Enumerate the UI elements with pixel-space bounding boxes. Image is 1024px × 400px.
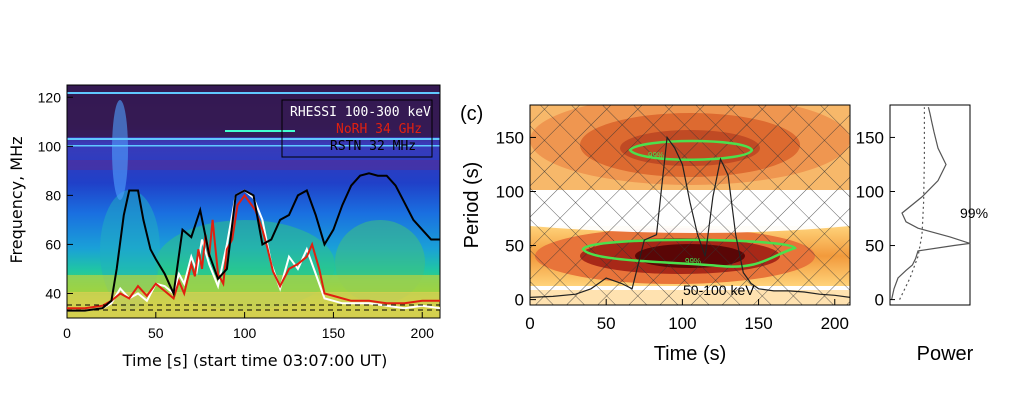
energy-band-label: 50-100 keV [683, 282, 755, 298]
legend-entry: RSTN 32 MHz [330, 139, 416, 154]
contour-99-upper [628, 139, 754, 161]
y-tick-label: 100 [38, 138, 62, 154]
right-panel: 0 50 100 150 99% Power [856, 104, 988, 365]
lightcurve-line [530, 135, 850, 298]
left-series [67, 172, 440, 312]
x-tick-label: 0 [63, 325, 71, 341]
y-tick-label: 50 [505, 237, 524, 256]
x-tick-label: 200 [411, 325, 435, 341]
y-tick-label: 50 [865, 237, 884, 256]
series-line [67, 189, 440, 312]
right-series [891, 107, 971, 300]
x-axis-label: Time [s] (start time 03:07:00 UT) [122, 351, 388, 370]
y-tick-label: 100 [496, 182, 524, 201]
legend-entry: NoRH 34 GHz [336, 122, 422, 137]
x-tick-label: 50 [148, 325, 164, 341]
y-tick-label: 0 [515, 291, 524, 310]
x-tick-label: 50 [597, 314, 616, 333]
x-axis-label: Time (s) [654, 343, 727, 365]
legend-entry: RHESSI 100-300 keV [290, 105, 431, 120]
y-tick-label: 40 [45, 285, 61, 301]
x-tick-label: 150 [322, 325, 346, 341]
y-axis-label: Frequency, MHz [7, 136, 26, 263]
contour-label: 99% [685, 257, 701, 266]
power-line [891, 107, 971, 300]
y-tick-label: 80 [45, 187, 61, 203]
x-tick-label: 200 [821, 314, 849, 333]
wavelet-spectrum [530, 105, 850, 305]
left-frame [66, 84, 441, 319]
series-line [67, 172, 440, 312]
left-axes: 0 50 100 150 200 40 60 80 100 120 [38, 89, 434, 341]
left-legend-box [281, 99, 433, 158]
y-tick-label: 150 [856, 128, 884, 147]
x-tick-label: 150 [744, 314, 772, 333]
center-frame [529, 104, 851, 306]
y-tick-label: 60 [45, 236, 61, 252]
center-axes: 0 50 100 150 200 0 50 100 150 [496, 128, 849, 333]
y-tick-label: 120 [38, 89, 62, 105]
contour-label: 99% [648, 151, 664, 160]
y-tick-label: 150 [496, 128, 524, 147]
x-axis-label: Power [917, 343, 974, 365]
y-tick-label: 100 [856, 182, 884, 201]
right-axes: 0 50 100 150 [856, 128, 895, 310]
x-tick-label: 0 [525, 314, 534, 333]
right-frame [889, 104, 971, 306]
panel-label: (c) [460, 103, 483, 125]
y-tick-label: 0 [875, 291, 884, 310]
center-series [530, 135, 850, 298]
x-tick-label: 100 [668, 314, 696, 333]
left-panel: 0 50 100 150 200 40 60 80 100 120 RHESSI 100-300 … [7, 84, 441, 370]
y-axis-label: Period (s) [461, 162, 483, 249]
x-tick-label: 100 [233, 325, 257, 341]
center-panel: 99% 99% 0 50 100 150 200 0 50 100 150 (c) 50-100… [460, 103, 851, 365]
dynamic-spectrum [67, 85, 440, 318]
significance-label: 99% [960, 205, 988, 221]
